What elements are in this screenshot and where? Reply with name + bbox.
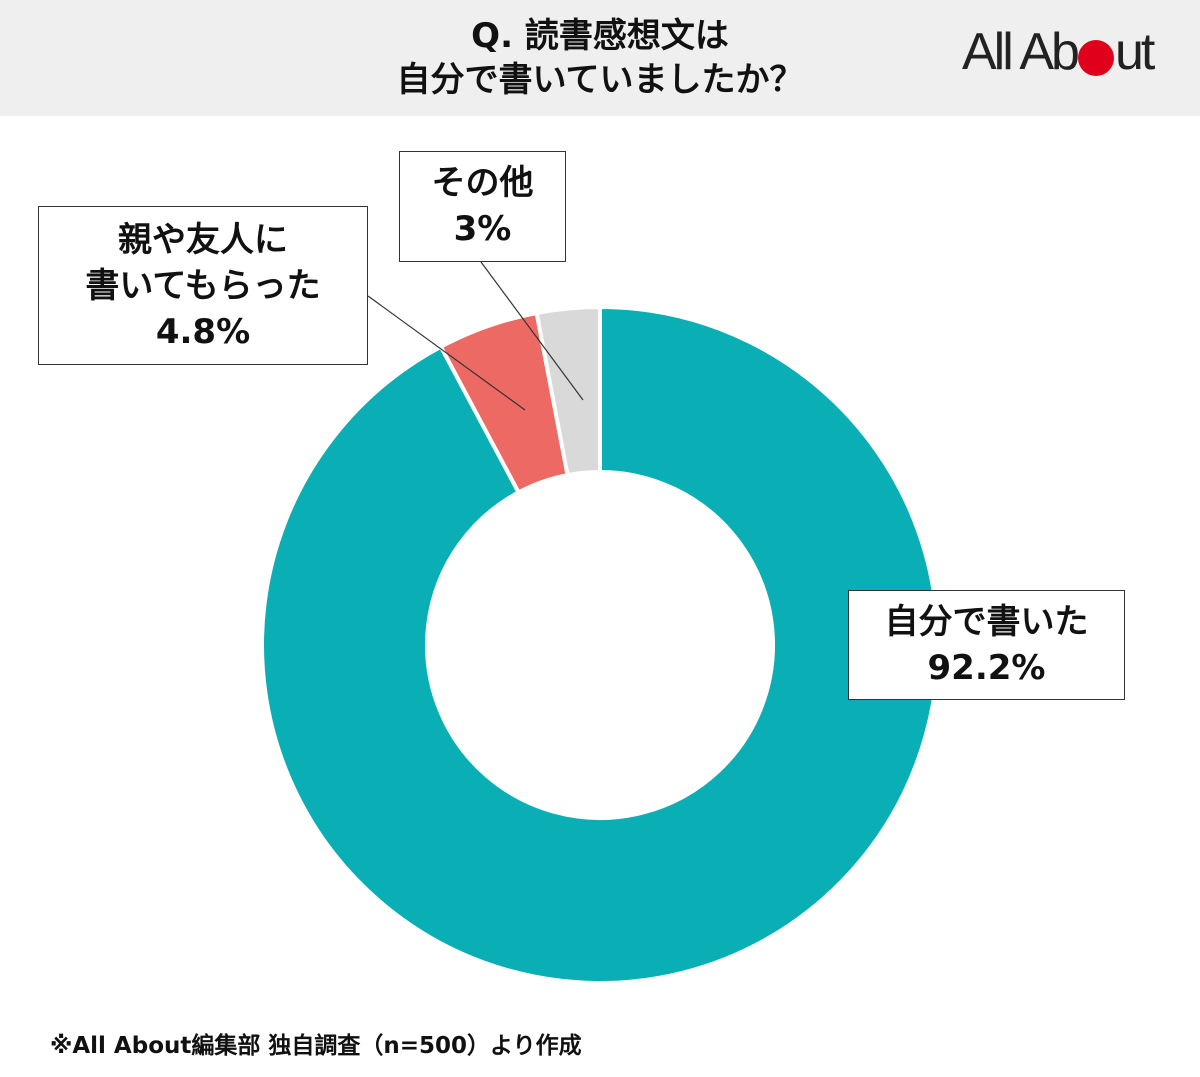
leader-line-parents <box>367 295 526 411</box>
self-label: 自分で書いた <box>884 602 1089 642</box>
header-band: Q. 読書感想文は 自分で書いていましたか？ All Ab ut <box>0 0 1200 116</box>
source-footnote: ※All About編集部 独自調査（n=500）より作成 <box>50 1033 582 1059</box>
callout-other: その他 3% <box>399 151 566 262</box>
title-line-1: Q. 読書感想文は <box>471 16 729 56</box>
chart-title: Q. 読書感想文は 自分で書いていましたか？ <box>300 14 900 102</box>
logo-text-right: ut <box>1114 23 1155 81</box>
other-label: その他 <box>431 163 534 203</box>
logo-red-dot-icon <box>1077 40 1114 76</box>
parents-label-line-2: 書いてもらった <box>85 266 321 306</box>
leader-line-other <box>480 261 584 401</box>
slice-other <box>534 304 602 478</box>
leader-lines <box>367 261 584 411</box>
self-value-label: 92.2% <box>927 648 1046 688</box>
donut-slices <box>260 304 940 985</box>
parents-label-line-1: 親や友人に <box>118 220 288 260</box>
callout-self: 自分で書いた 92.2% <box>848 590 1125 700</box>
title-line-2: 自分で書いていましたか？ <box>396 60 804 100</box>
callout-parents: 親や友人に 書いてもらった 4.8% <box>38 206 368 365</box>
other-value-label: 3% <box>453 209 512 249</box>
logo-text-left: All Ab <box>962 23 1080 81</box>
allabout-logo: All Ab ut <box>962 22 1155 82</box>
parents-value-label: 4.8% <box>155 312 251 352</box>
